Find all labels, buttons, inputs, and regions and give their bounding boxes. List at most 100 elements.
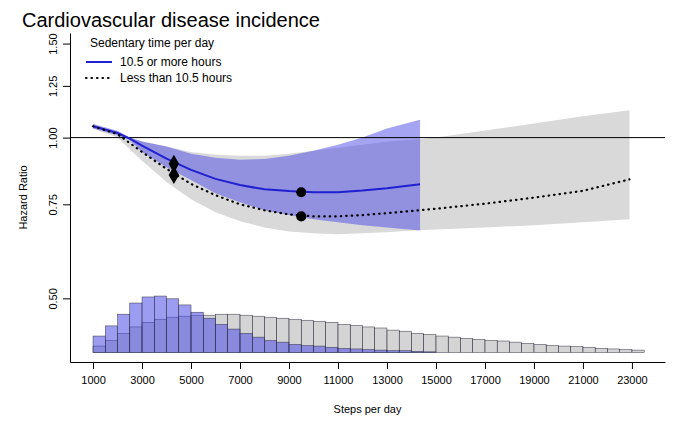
histogram-bar xyxy=(142,297,154,352)
x-tick-label: 19000 xyxy=(519,374,550,386)
x-tick-mark xyxy=(387,362,388,369)
x-axis-line xyxy=(71,362,666,363)
histogram-bar xyxy=(301,346,313,353)
y-tick-label: 1.00 xyxy=(47,127,59,148)
x-tick: 5000 xyxy=(179,362,203,386)
x-tick: 7000 xyxy=(228,362,252,386)
histogram-bar xyxy=(583,347,595,352)
y-tick-mark xyxy=(63,298,70,299)
x-tick-label: 21000 xyxy=(568,374,599,386)
histogram-bar xyxy=(277,342,289,352)
histogram-bar xyxy=(448,337,460,352)
x-tick-label: 9000 xyxy=(277,374,301,386)
legend-label: 10.5 or more hours xyxy=(120,55,221,69)
histogram-bar xyxy=(424,351,436,353)
histogram-bar xyxy=(289,344,301,352)
histogram-bar xyxy=(228,314,240,352)
histogram-bar xyxy=(362,327,374,352)
histogram-bar xyxy=(571,347,583,353)
y-axis-line xyxy=(70,34,71,363)
histogram-bar xyxy=(607,349,619,352)
histogram-bar xyxy=(632,350,644,352)
x-tick-label: 5000 xyxy=(179,374,203,386)
histogram-bar xyxy=(252,337,264,352)
histogram-bar xyxy=(460,338,472,352)
legend-swatch xyxy=(86,77,112,79)
x-tick: 1000 xyxy=(81,362,105,386)
y-tick: 1.50 xyxy=(47,33,70,54)
histogram xyxy=(93,296,436,352)
y-axis: 0.50 0.75 1.00 1.25 1.50 xyxy=(47,33,71,362)
y-axis-title: Hazard Ratio xyxy=(17,165,29,229)
histogram-bar xyxy=(387,351,399,353)
x-tick: 23000 xyxy=(617,362,648,386)
x-tick: 21000 xyxy=(568,362,599,386)
histogram-bar xyxy=(350,325,362,352)
x-tick: 17000 xyxy=(470,362,501,386)
histogram-bar xyxy=(252,316,264,352)
histogram-bar xyxy=(473,339,485,352)
histogram-bar xyxy=(93,336,105,352)
title: Cardiovascular disease incidence xyxy=(22,9,320,31)
histogram-bar xyxy=(387,330,399,352)
histogram-bar xyxy=(313,321,325,352)
histogram-bar xyxy=(326,347,338,352)
histogram-bar xyxy=(216,324,228,352)
histogram-bar xyxy=(436,336,448,352)
line xyxy=(93,126,629,216)
x-tick-mark xyxy=(436,362,437,369)
x-tick-label: 3000 xyxy=(130,374,154,386)
histogram-bar xyxy=(130,303,142,352)
x-axis: 1000 3000 5000 7000 9000 11000 13000 15000 17000… xyxy=(71,362,666,386)
y-tick-mark xyxy=(63,86,70,87)
histogram-bar xyxy=(203,318,215,352)
histogram-bar xyxy=(534,344,546,352)
histogram-bar xyxy=(399,351,411,353)
plot-area xyxy=(70,110,665,352)
y-tick-label: 1.25 xyxy=(47,76,59,97)
histogram-bar xyxy=(497,341,509,352)
x-axis-title: Steps per day xyxy=(334,403,402,415)
histogram-bar xyxy=(485,340,497,352)
x-tick: 3000 xyxy=(130,362,154,386)
histogram-bar xyxy=(595,348,607,352)
y-tick: 0.75 xyxy=(47,194,70,215)
x-tick-label: 23000 xyxy=(617,374,648,386)
histogram-bar xyxy=(399,331,411,352)
histogram-bar xyxy=(375,350,387,352)
histogram-bar xyxy=(326,322,338,352)
x-tick-label: 17000 xyxy=(470,374,501,386)
x-tick-mark xyxy=(338,362,339,369)
histogram-bar xyxy=(228,329,240,352)
y-tick-mark xyxy=(63,138,70,139)
histogram-bar xyxy=(620,350,632,353)
histogram-bar xyxy=(240,333,252,352)
x-tick-label: 1000 xyxy=(81,374,105,386)
y-tick: 1.00 xyxy=(47,127,70,148)
x-tick-label: 11000 xyxy=(324,374,354,386)
histogram-bar xyxy=(313,346,325,352)
histogram-bar xyxy=(240,315,252,352)
x-tick-mark xyxy=(632,362,633,369)
x-tick-mark xyxy=(240,362,241,369)
histogram-bar xyxy=(216,314,228,352)
x-tick: 15000 xyxy=(421,362,452,386)
histogram-bar xyxy=(154,296,166,352)
marker-point xyxy=(169,166,179,184)
histogram-bar xyxy=(179,305,191,352)
y-tick-label: 1.50 xyxy=(47,33,59,54)
histogram-bar xyxy=(118,314,130,352)
histogram-bar xyxy=(411,351,423,352)
x-tick: 11000 xyxy=(324,362,354,386)
x-tick-label: 13000 xyxy=(372,374,403,386)
marker-point xyxy=(296,187,306,197)
histogram-bar xyxy=(509,342,521,352)
line xyxy=(93,126,420,192)
histogram-bar xyxy=(558,346,570,352)
y-tick-label: 0.75 xyxy=(47,194,59,215)
histogram-bar xyxy=(191,312,203,352)
y-tick: 0.50 xyxy=(47,288,70,309)
y-tick-mark xyxy=(63,204,70,205)
histogram-bar xyxy=(105,326,117,353)
histogram-bar xyxy=(362,350,374,353)
